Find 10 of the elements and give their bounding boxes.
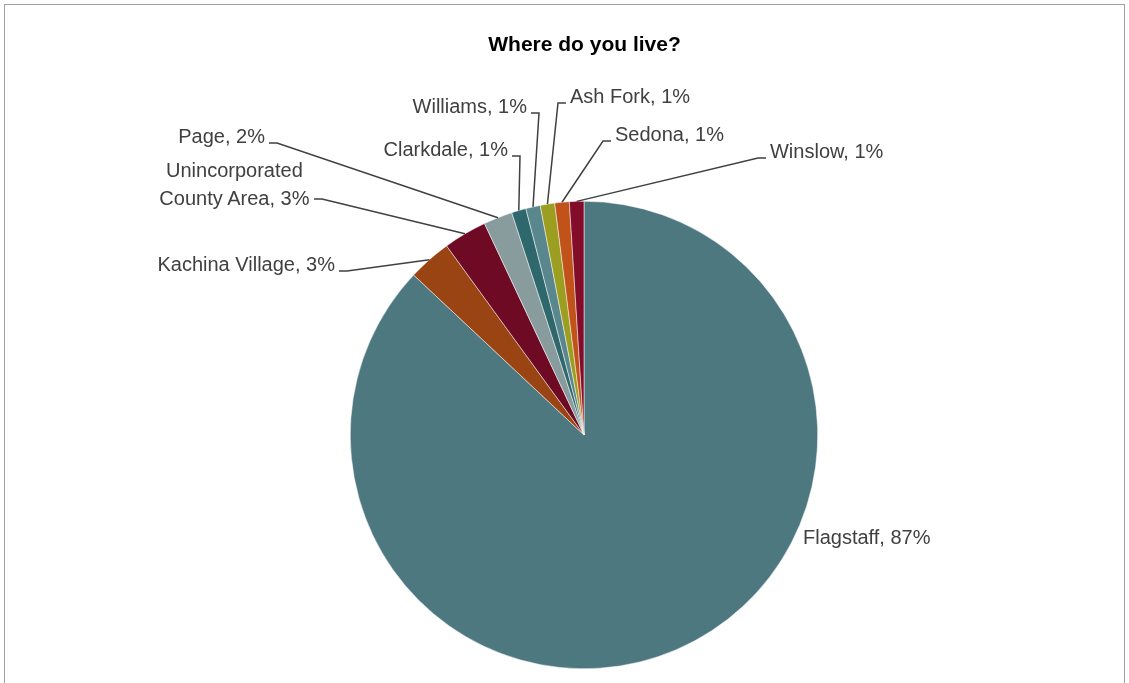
slice-label: Unincorporated County Area, 3%: [159, 158, 310, 209]
slice-label: Williams, 1%: [412, 94, 528, 117]
slice-label: Clarkdale, 1%: [383, 137, 509, 160]
slice-label: Flagstaff, 87%: [803, 525, 931, 548]
slice-label: Page, 2%: [178, 124, 266, 147]
slice-label: Ash Fork, 1%: [570, 84, 691, 107]
slice-label: Sedona, 1%: [615, 122, 725, 145]
chart-title: Where do you live?: [487, 32, 682, 56]
slice-label: Kachina Village, 3%: [157, 252, 336, 275]
slice-label: Winslow, 1%: [770, 139, 884, 162]
